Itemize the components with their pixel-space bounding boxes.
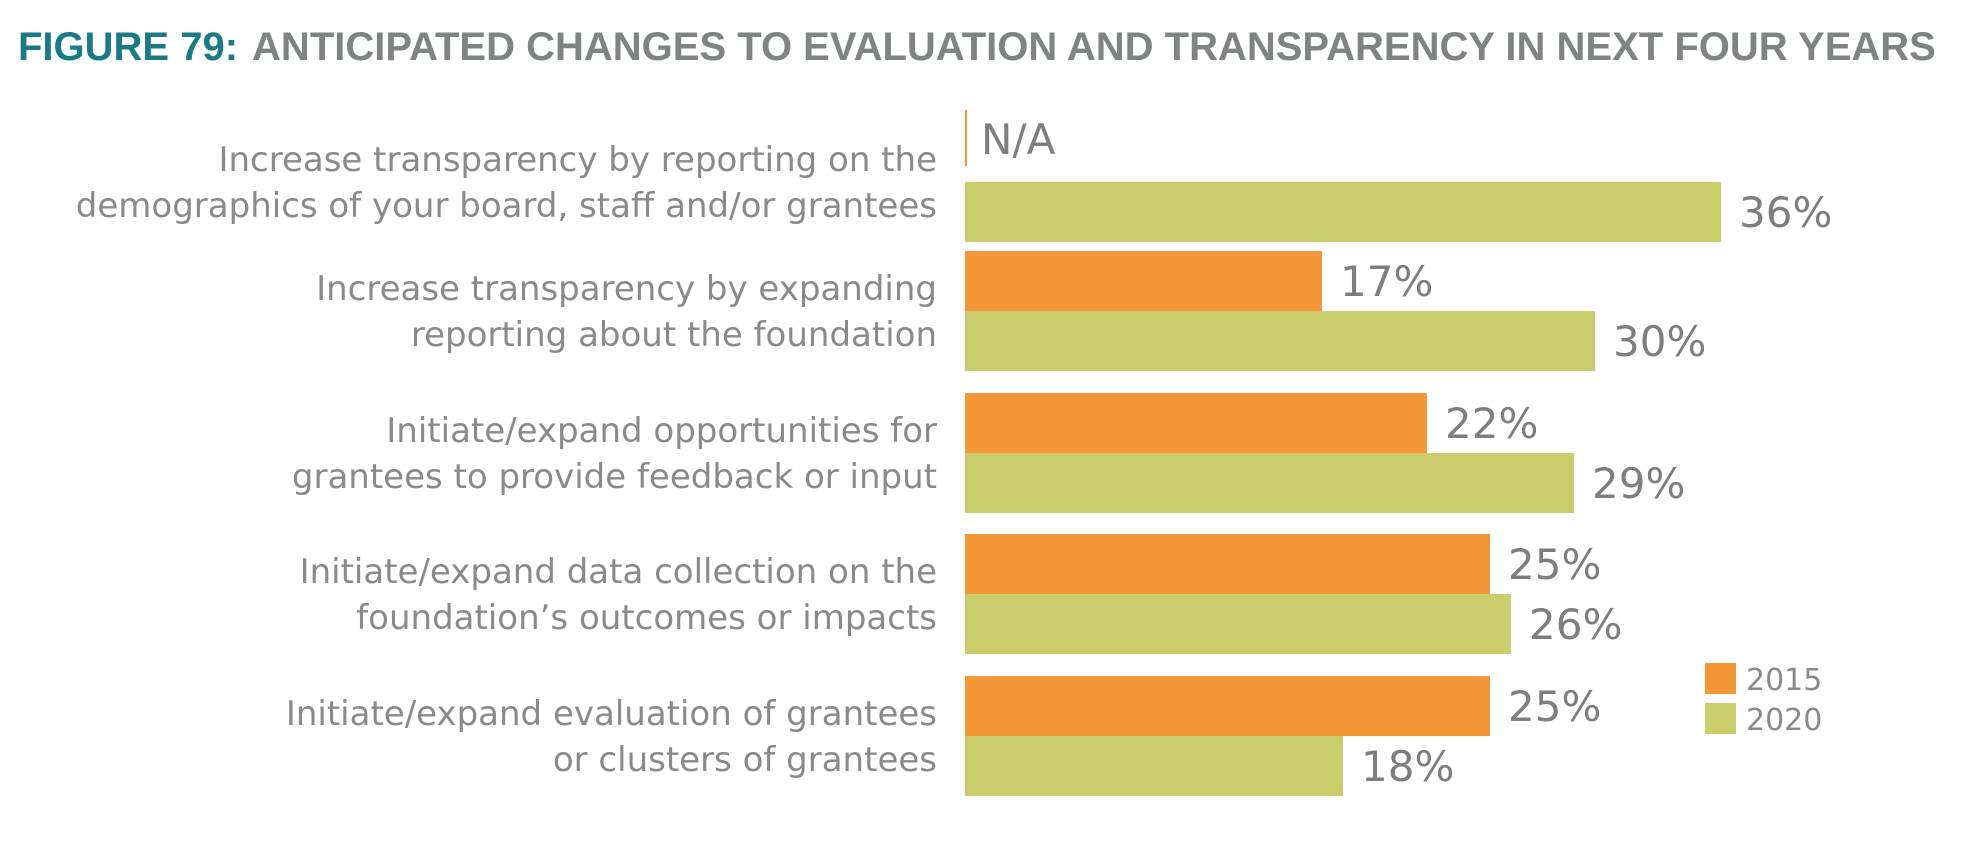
- category-label-line: grantees to provide feedback or input: [292, 457, 937, 497]
- legend: 2015 2020: [1705, 663, 1822, 738]
- value-label-2020: 36%: [1739, 188, 1832, 237]
- bar-na-2015: [965, 110, 967, 166]
- value-label-2015: N/A: [981, 115, 1056, 164]
- legend-label-2015: 2015: [1746, 663, 1822, 698]
- category-label: Increase transparency by reporting on th…: [76, 140, 937, 226]
- value-label-2020: 29%: [1592, 459, 1685, 508]
- bars-group: Increase transparency by reporting on th…: [76, 110, 1832, 796]
- bar-2015: [965, 534, 1490, 594]
- legend-swatch-2015: [1705, 663, 1736, 694]
- chart-title-prefix: FIGURE 79:: [18, 25, 238, 69]
- category-label-line: or clusters of grantees: [553, 740, 937, 780]
- bar-2015: [965, 251, 1322, 311]
- category-label-line: reporting about the foundation: [411, 315, 937, 355]
- bar-2015: [965, 393, 1427, 453]
- category-label-line: Initiate/expand data collection on the: [300, 552, 937, 592]
- value-label-2015: 17%: [1340, 257, 1433, 306]
- value-label-2015: 22%: [1445, 399, 1538, 448]
- category-label: Initiate/expand data collection on the fo…: [300, 552, 937, 638]
- category-label: Increase transparency by expanding report…: [316, 269, 937, 355]
- category-label-line: Initiate/expand opportunities for: [386, 411, 937, 451]
- category-label: Initiate/expand evaluation of grantees or…: [286, 694, 937, 780]
- value-label-2015: 25%: [1508, 682, 1601, 731]
- chart-title-main: ANTICIPATED CHANGES TO EVALUATION AND TR…: [252, 25, 1936, 69]
- legend-swatch-2020: [1705, 703, 1736, 734]
- bar-2020: [965, 594, 1511, 654]
- legend-label-2020: 2020: [1746, 703, 1822, 738]
- bar-2015: [965, 676, 1490, 736]
- chart-title: FIGURE 79: ANTICIPATED CHANGES TO EVALUA…: [18, 25, 1936, 69]
- category-label-line: foundation’s outcomes or impacts: [356, 598, 937, 638]
- category-label: Initiate/expand opportunities for grantee…: [292, 411, 937, 497]
- bar-2020: [965, 736, 1343, 796]
- value-label-2020: 26%: [1529, 600, 1622, 649]
- value-label-2020: 18%: [1361, 742, 1454, 791]
- category-label-line: Initiate/expand evaluation of grantees: [286, 694, 937, 734]
- bar-2020: [965, 311, 1595, 371]
- value-label-2015: 25%: [1508, 540, 1601, 589]
- category-label-line: Increase transparency by reporting on th…: [218, 140, 937, 180]
- category-label-line: Increase transparency by expanding: [316, 269, 937, 309]
- bar-2020: [965, 182, 1721, 242]
- value-label-2020: 30%: [1613, 317, 1706, 366]
- bar-2020: [965, 453, 1574, 513]
- category-label-line: demographics of your board, staff and/or…: [76, 186, 937, 226]
